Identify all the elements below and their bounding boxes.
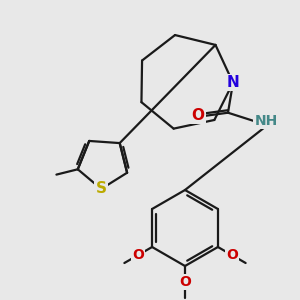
Text: S: S — [96, 182, 107, 196]
Text: NH: NH — [254, 114, 278, 128]
Text: O: O — [132, 248, 144, 262]
Text: O: O — [191, 108, 205, 123]
Text: O: O — [179, 275, 191, 289]
Text: N: N — [226, 75, 239, 90]
Text: O: O — [226, 248, 238, 262]
